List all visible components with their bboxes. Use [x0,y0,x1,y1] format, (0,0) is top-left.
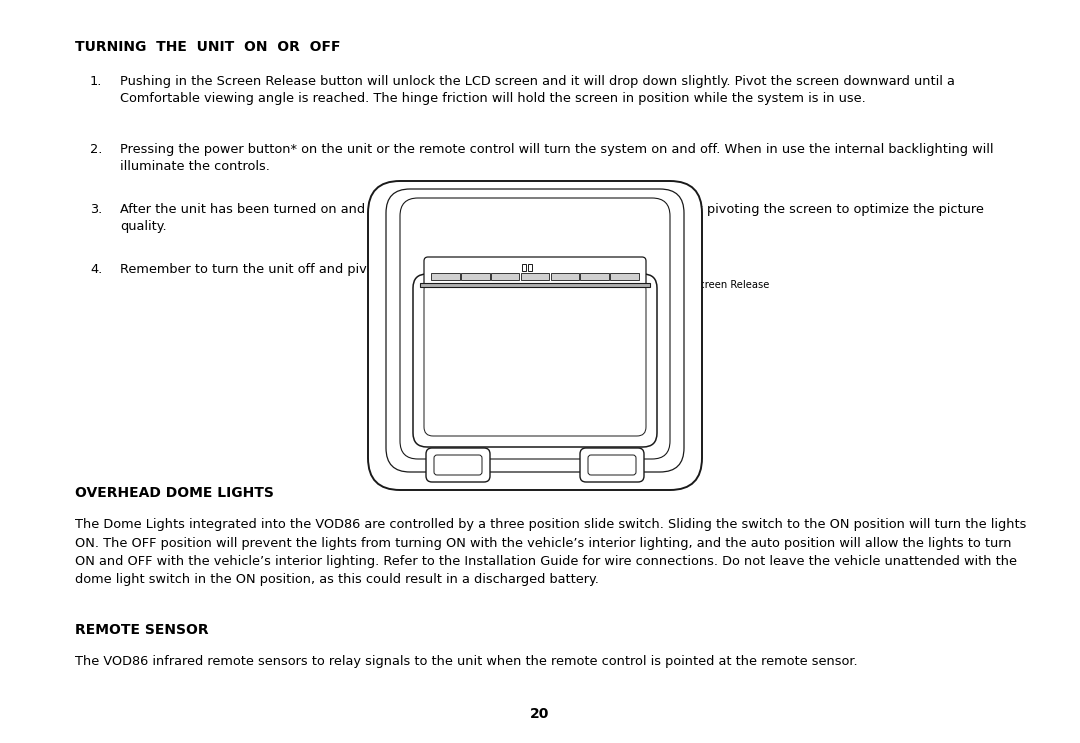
FancyBboxPatch shape [580,448,644,482]
Bar [521,273,550,280]
FancyBboxPatch shape [368,181,702,490]
Bar [551,273,579,280]
Text: The VOD86 infrared remote sensors to relay signals to the unit when the remote c: The VOD86 infrared remote sensors to rel… [75,655,858,668]
Bar [527,265,532,271]
Text: OVERHEAD DOME LIGHTS: OVERHEAD DOME LIGHTS [75,486,274,500]
Bar [522,265,526,271]
Text: Remote Sensor
Infrared Transmitter: Remote Sensor Infrared Transmitter [570,185,670,207]
Bar [431,273,460,280]
Text: 1.: 1. [90,75,103,88]
Bar [610,273,639,280]
FancyBboxPatch shape [424,257,646,287]
Text: 3.: 3. [90,203,103,216]
Bar [420,282,650,287]
Text: 4.: 4. [90,263,103,276]
FancyBboxPatch shape [413,274,657,447]
FancyBboxPatch shape [386,189,684,472]
Bar [461,273,489,280]
Text: Remember to turn the unit off and pivot the LCD to the locked position when not : Remember to turn the unit off and pivot … [120,263,691,276]
FancyBboxPatch shape [588,455,636,475]
Text: TURNING  THE  UNIT  ON  OR  OFF: TURNING THE UNIT ON OR OFF [75,40,340,54]
Text: REMOTE SENSOR: REMOTE SENSOR [75,623,208,637]
Text: Screen Release: Screen Release [693,280,769,290]
Text: 20: 20 [530,707,550,721]
Text: Power
ON/OFF
Button: Power ON/OFF Button [456,185,494,220]
Text: The Dome Lights integrated into the VOD86 are controlled by a three position sli: The Dome Lights integrated into the VOD8… [75,518,1026,586]
FancyBboxPatch shape [434,455,482,475]
Bar [490,273,519,280]
Bar [580,273,609,280]
FancyBboxPatch shape [426,448,490,482]
Text: After the unit has been turned on and is displaying a picture, adjust the viewin: After the unit has been turned on and is… [120,203,984,233]
Text: Pressing the power button* on the unit or the remote control will turn the syste: Pressing the power button* on the unit o… [120,143,994,173]
Text: Pushing in the Screen Release button will unlock the LCD screen and it will drop: Pushing in the Screen Release button wil… [120,75,955,105]
Text: 2.: 2. [90,143,103,156]
